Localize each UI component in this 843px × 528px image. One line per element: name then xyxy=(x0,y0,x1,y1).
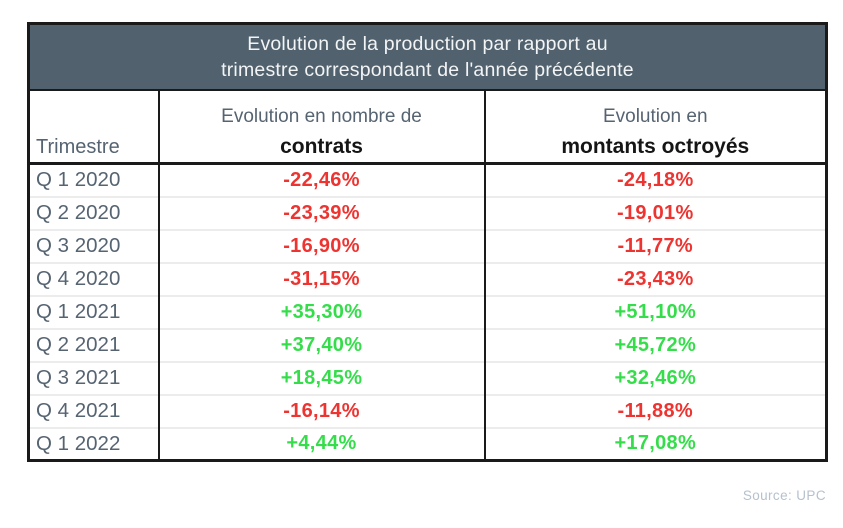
table-row: Q 1 2021 +35,30% +51,10% xyxy=(28,294,827,329)
amounts-value-cell: +32,46% xyxy=(483,360,827,395)
contracts-value-cell: +18,45% xyxy=(157,360,485,395)
amounts-value-cell: +45,72% xyxy=(483,327,827,362)
quarter-cell: Q 3 2020 xyxy=(28,228,159,263)
table-row: Q 4 2020 -31,15% -23,43% xyxy=(28,261,827,296)
amounts-value-cell: -24,18% xyxy=(483,163,827,197)
table-row: Q 2 2021 +37,40% +45,72% xyxy=(28,327,827,362)
table-row: Q 3 2021 +18,45% +32,46% xyxy=(28,360,827,395)
table-row: Q 3 2020 -16,90% -11,77% xyxy=(28,228,827,263)
contracts-value-cell: +4,44% xyxy=(157,426,485,461)
quarter-cell: Q 4 2020 xyxy=(28,261,159,296)
quarter-cell: Q 1 2021 xyxy=(28,294,159,329)
table-title-line1: Evolution de la production par rapport a… xyxy=(247,32,608,55)
column-header-contracts: Evolution en nombre de contrats xyxy=(157,89,485,165)
column-header-amounts: Evolution en montants octroyés xyxy=(483,89,827,165)
amounts-value-cell: +17,08% xyxy=(483,426,827,461)
contracts-value-cell: -16,90% xyxy=(157,228,485,263)
amounts-value-cell: -23,43% xyxy=(483,261,827,296)
table-row: Q 1 2022 +4,44% +17,08% xyxy=(28,426,827,461)
table-title: Evolution de la production par rapport a… xyxy=(28,23,827,91)
quarter-cell: Q 2 2020 xyxy=(28,195,159,230)
table-row: Q 2 2020 -23,39% -19,01% xyxy=(28,195,827,230)
amounts-value-cell: -11,88% xyxy=(483,393,827,428)
production-evolution-panel: Evolution de la production par rapport a… xyxy=(27,22,828,462)
amounts-value-cell: -19,01% xyxy=(483,195,827,230)
contracts-value-cell: +35,30% xyxy=(157,294,485,329)
contracts-value-cell: -22,46% xyxy=(157,163,485,197)
column-header-quarter: Trimestre xyxy=(28,89,159,165)
quarter-cell: Q 3 2021 xyxy=(28,360,159,395)
table-row: Q 4 2021 -16,14% -11,88% xyxy=(28,393,827,428)
production-evolution-table: Evolution de la production par rapport a… xyxy=(27,22,828,462)
table-title-line2: trimestre correspondant de l'année précé… xyxy=(221,58,634,81)
amounts-value-cell: +51,10% xyxy=(483,294,827,329)
column-header-amounts-line1: Evolution en xyxy=(602,106,708,127)
contracts-value-cell: -23,39% xyxy=(157,195,485,230)
amounts-value-cell: -11,77% xyxy=(483,228,827,263)
quarter-cell: Q 1 2022 xyxy=(28,426,159,461)
column-header-amounts-line2: montants octroyés xyxy=(561,135,750,158)
quarter-cell: Q 2 2021 xyxy=(28,327,159,362)
column-header-contracts-line1: Evolution en nombre de xyxy=(221,106,422,127)
quarter-cell: Q 4 2021 xyxy=(28,393,159,428)
table-row: Q 1 2020 -22,46% -24,18% xyxy=(29,163,827,197)
source-label: Source: UPC xyxy=(742,488,826,503)
contracts-value-cell: +37,40% xyxy=(157,327,485,362)
column-header-contracts-line2: contrats xyxy=(280,135,363,158)
contracts-value-cell: -31,15% xyxy=(157,261,485,296)
contracts-value-cell: -16,14% xyxy=(157,393,485,428)
table-body: Q 1 2020 -22,46% -24,18% Q 2 2020 -23,39% -19… xyxy=(28,163,827,461)
quarter-cell: Q 1 2020 xyxy=(36,168,121,192)
